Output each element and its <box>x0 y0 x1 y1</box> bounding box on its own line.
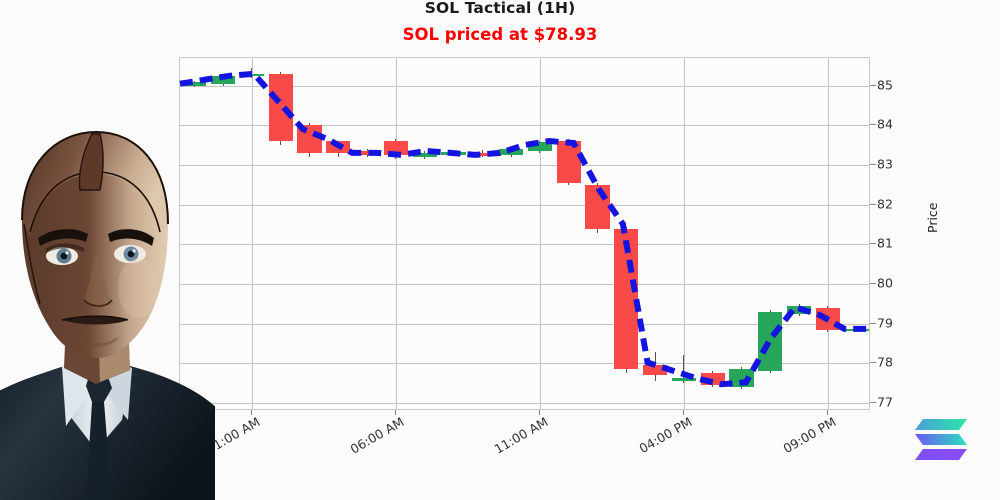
gridline-horizontal <box>180 363 869 365</box>
x-tick-mark <box>826 410 828 415</box>
x-tick-mark <box>394 410 396 415</box>
x-tick-mark <box>682 410 684 415</box>
gridline-horizontal <box>180 403 869 405</box>
y-tick-mark <box>870 322 876 324</box>
gridline-horizontal <box>180 244 869 246</box>
x-tick-label: 04:00 PM <box>636 414 695 457</box>
solana-logo <box>915 419 967 460</box>
gridline-horizontal <box>180 204 869 206</box>
gridline-vertical <box>539 58 541 409</box>
candle-body <box>211 75 236 84</box>
y-tick-label: 80 <box>877 275 893 291</box>
y-tick-label: 77 <box>877 394 893 410</box>
x-tick-mark <box>250 410 252 415</box>
candle-body <box>355 151 380 156</box>
candle-body <box>642 365 668 376</box>
candle-body <box>470 153 495 156</box>
y-tick-label: 79 <box>877 315 893 331</box>
y-tick-mark <box>870 362 876 364</box>
y-tick-label: 81 <box>877 235 893 251</box>
gridline-horizontal <box>180 125 869 127</box>
price-plot-area <box>179 57 870 410</box>
candle-body <box>268 73 293 142</box>
gridline-vertical <box>683 58 685 409</box>
gridline-vertical <box>395 58 397 409</box>
y-tick-label: 85 <box>877 77 893 93</box>
chart-title: SOL Tactical (1H) <box>424 0 576 17</box>
gridline-horizontal <box>180 284 869 286</box>
candle-wick <box>683 355 685 384</box>
x-tick-label: 09:00 PM <box>780 414 839 457</box>
candle-body <box>556 141 581 183</box>
candle-body <box>412 153 437 158</box>
gridline-horizontal <box>180 85 869 87</box>
gridline-vertical <box>827 58 829 409</box>
y-tick-mark <box>870 84 876 86</box>
y-tick-label: 84 <box>877 116 893 132</box>
x-tick-label: 06:00 AM <box>347 414 407 457</box>
gridline-horizontal <box>180 165 869 167</box>
y-tick-mark <box>870 243 876 245</box>
overlay-path <box>179 70 869 388</box>
candle-body <box>527 142 552 152</box>
gridline-horizontal <box>180 323 869 325</box>
candle-body <box>758 311 783 372</box>
gridline-vertical <box>251 58 253 409</box>
x-tick-label: 01:00 AM <box>203 414 263 457</box>
y-tick-label: 82 <box>877 196 893 212</box>
gridlines <box>180 58 869 409</box>
y-tick-mark <box>870 203 876 205</box>
candle-body <box>182 81 207 86</box>
y-axis-label: Price <box>925 202 940 234</box>
y-tick-label: 78 <box>877 354 893 370</box>
chart-subtitle-price: SOL priced at $78.93 <box>402 25 598 44</box>
x-tick-label: 11:00 AM <box>491 414 551 457</box>
y-tick-mark <box>870 283 876 285</box>
y-tick-mark <box>870 402 876 404</box>
y-tick-mark <box>870 124 876 126</box>
candle-body <box>671 378 696 381</box>
y-tick-mark <box>870 164 876 166</box>
y-tick-label: 83 <box>877 156 893 172</box>
overlay-dashed-line <box>179 70 869 388</box>
x-tick-mark <box>538 410 540 415</box>
